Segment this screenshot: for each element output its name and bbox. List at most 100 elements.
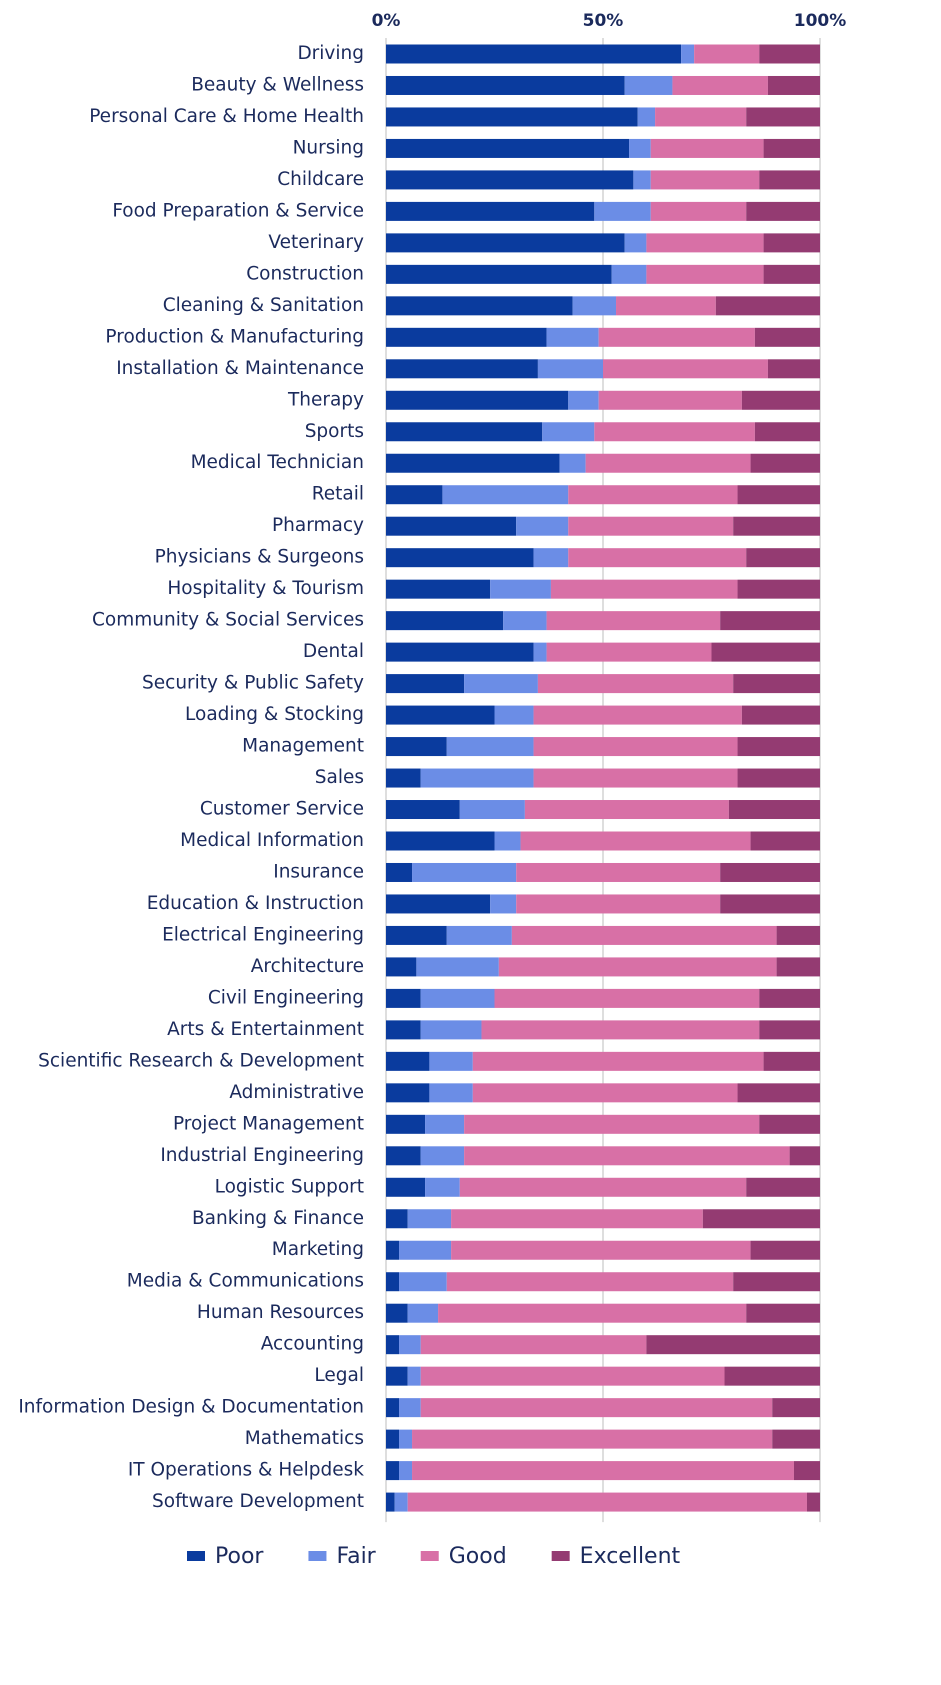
y-tick-label: Installation & Maintenance [116, 358, 364, 379]
legend-label: Excellent [580, 1544, 681, 1569]
legend-swatch [420, 1551, 439, 1561]
bar-segment [420, 1335, 647, 1355]
y-tick-label: Medical Technician [191, 452, 364, 473]
bar-segment [498, 957, 777, 977]
bar-segment [472, 1083, 738, 1103]
bar-segment [399, 1272, 447, 1292]
bar-segment [746, 201, 820, 221]
bar-segment [793, 1461, 820, 1481]
legend-label: Fair [336, 1544, 376, 1569]
bar-segment [386, 1335, 400, 1355]
bar-segment [598, 390, 742, 410]
bar-segment [737, 485, 820, 505]
bar-segment [746, 548, 820, 568]
y-tick-label: Sports [305, 421, 364, 442]
bar-segment [446, 925, 512, 945]
bar-segment [407, 1209, 452, 1229]
bar-segment [546, 611, 721, 631]
bar-segment [776, 925, 820, 945]
bar-segment [568, 516, 734, 536]
bar-segment [616, 296, 716, 316]
bar-segment [624, 75, 673, 95]
bar-segment [568, 485, 738, 505]
bar-segment [624, 233, 647, 253]
bar-segment [386, 705, 495, 725]
bar-segment [386, 44, 682, 64]
bar-segment [386, 611, 504, 631]
bar-segment [746, 1303, 820, 1323]
bar-segment [386, 485, 443, 505]
bar-segment [416, 957, 499, 977]
bar-segment [464, 674, 538, 694]
bar-segment [386, 1303, 408, 1323]
bar-segment [646, 1335, 820, 1355]
bar-segment [550, 579, 738, 599]
bar-segment [694, 44, 760, 64]
bar-segment [481, 1020, 760, 1040]
bar-segment [429, 1051, 473, 1071]
bar-segment [412, 1429, 773, 1449]
bar-segment [559, 453, 586, 473]
y-tick-label: Dental [303, 641, 364, 662]
bar-segment [789, 1146, 820, 1166]
bar-segment [386, 264, 612, 284]
bar-segment [650, 201, 747, 221]
y-tick-label: Arts & Entertainment [167, 1019, 364, 1040]
bar-segment [451, 1240, 751, 1260]
bar-segment [472, 1051, 764, 1071]
bar-segment [386, 1209, 408, 1229]
bar-segment [420, 1366, 725, 1386]
bar-segment [386, 862, 413, 882]
y-tick-label: Media & Communications [127, 1271, 364, 1292]
bar-segment [646, 233, 764, 253]
bar-segment [407, 1366, 421, 1386]
bar-segment [386, 453, 560, 473]
bar-segment [451, 1209, 703, 1229]
bar-segment [386, 579, 491, 599]
y-tick-label: IT Operations & Helpdesk [128, 1460, 364, 1481]
bar-segment [763, 233, 820, 253]
y-tick-label: Beauty & Wellness [191, 74, 364, 95]
bar-segment [546, 327, 599, 347]
bar-segment [399, 1461, 413, 1481]
bar-segment [763, 138, 820, 158]
bar-segment [386, 107, 638, 127]
y-tick-label: Management [242, 736, 364, 757]
bar-segment [772, 1429, 820, 1449]
bar-segment [611, 264, 647, 284]
bar-segment [516, 516, 569, 536]
bar-segment [741, 390, 820, 410]
bar-segment [746, 1177, 820, 1197]
bar-segment [746, 107, 820, 127]
y-tick-label: Customer Service [200, 799, 364, 820]
bar-segment [750, 831, 820, 851]
bar-segment [720, 611, 820, 631]
bar-segment [386, 233, 625, 253]
y-tick-label: Software Development [152, 1491, 364, 1512]
bar-segment [524, 800, 729, 820]
bar-segment [754, 422, 820, 442]
bar-segment [386, 201, 595, 221]
bar-segment [386, 1492, 395, 1512]
bar-segment [386, 957, 417, 977]
y-tick-label: Accounting [261, 1334, 364, 1355]
bar-segment [420, 988, 495, 1008]
y-tick-label: Information Design & Documentation [18, 1397, 364, 1418]
legend-label: Good [449, 1544, 507, 1569]
bar-segment [490, 579, 551, 599]
bar-segment [386, 1051, 430, 1071]
bar-segment [407, 1303, 439, 1323]
bar-segment [420, 1146, 465, 1166]
y-tick-label: Childcare [277, 169, 364, 190]
bar-segment [386, 768, 421, 788]
bar-segment [672, 75, 768, 95]
bar-segment [767, 359, 820, 379]
x-tick-label: 100% [794, 11, 847, 31]
y-tick-label: Mathematics [245, 1428, 364, 1449]
bar-segment [386, 1272, 400, 1292]
bar-segment [603, 359, 768, 379]
bar-segment [459, 800, 525, 820]
bar-segment [386, 1020, 421, 1040]
bar-segment [386, 327, 547, 347]
